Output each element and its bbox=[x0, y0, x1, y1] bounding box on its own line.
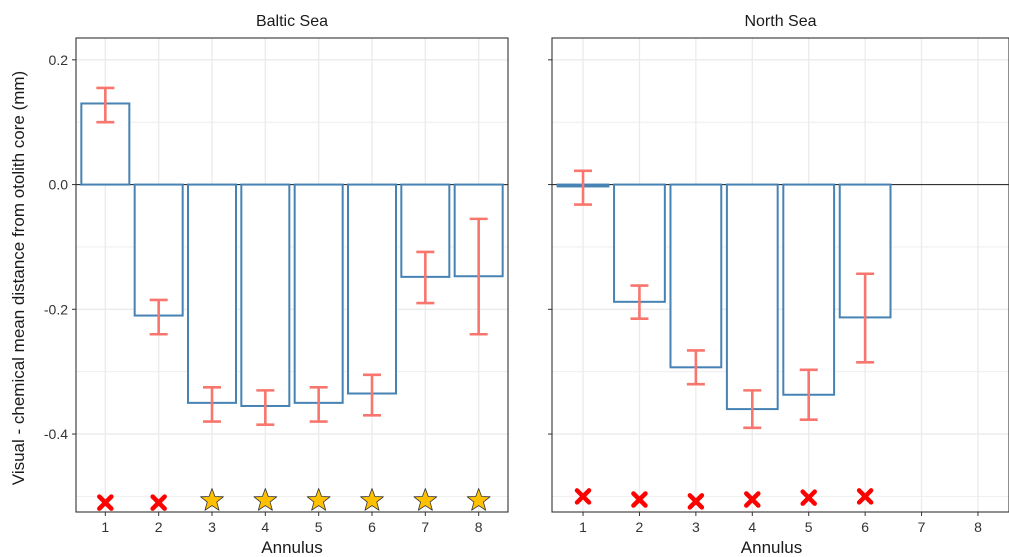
star-marker-5 bbox=[306, 488, 331, 511]
x-tick-label: 7 bbox=[421, 519, 429, 535]
cross-stroke bbox=[574, 488, 592, 505]
error-bar-1 bbox=[574, 169, 593, 206]
star-marker-8 bbox=[466, 488, 491, 511]
y-tick-label: -0.2 bbox=[44, 301, 68, 317]
bar-4 bbox=[725, 183, 779, 411]
bar-5 bbox=[293, 183, 344, 404]
y-tick-label: 0.0 bbox=[49, 177, 69, 193]
panel-title: Baltic Sea bbox=[256, 13, 328, 30]
error-bar-5 bbox=[799, 368, 818, 421]
error-bar-2 bbox=[630, 284, 649, 320]
cross-stroke bbox=[744, 491, 761, 508]
error-bar-4 bbox=[256, 389, 275, 426]
panel-border bbox=[75, 37, 509, 513]
x-tick-label: 1 bbox=[579, 519, 587, 535]
bar-3 bbox=[187, 183, 237, 404]
cross-marker-2 bbox=[150, 494, 167, 511]
error-bar-2 bbox=[149, 298, 168, 336]
y-axis-label: Visual - chemical mean distance from oto… bbox=[9, 71, 28, 485]
x-tick-label: 8 bbox=[974, 519, 982, 535]
error-bar-5 bbox=[309, 385, 328, 423]
star-marker-6 bbox=[360, 488, 384, 511]
error-bar-1 bbox=[96, 86, 115, 124]
star-marker-4 bbox=[253, 488, 278, 511]
x-tick-label: 2 bbox=[636, 519, 644, 535]
cross-marker-2 bbox=[631, 491, 648, 508]
star-marker-3 bbox=[200, 488, 224, 511]
error-bar-6 bbox=[363, 373, 381, 417]
bar-3 bbox=[669, 183, 723, 369]
x-tick-label: 5 bbox=[315, 519, 323, 535]
panel-1: North Sea 1 2 3 4 5 6 7 8 Annulus bbox=[548, 13, 1009, 557]
bar-2 bbox=[133, 183, 184, 317]
cross-stroke bbox=[856, 488, 874, 505]
x-tick-label: 6 bbox=[368, 519, 376, 535]
x-tick-label: 5 bbox=[805, 519, 813, 535]
error-bar-6 bbox=[856, 272, 875, 364]
cross-stroke bbox=[687, 493, 705, 510]
y-tick-label: -0.4 bbox=[44, 426, 68, 442]
bar-4 bbox=[240, 183, 291, 407]
x-tick-label: 4 bbox=[748, 519, 756, 535]
cross-marker-4 bbox=[744, 491, 761, 508]
cross-marker-1 bbox=[574, 488, 592, 505]
x-tick-label: 1 bbox=[101, 519, 109, 535]
cross-stroke bbox=[800, 489, 817, 506]
cross-marker-1 bbox=[97, 494, 114, 511]
bar-2 bbox=[613, 183, 666, 303]
cross-marker-5 bbox=[800, 489, 817, 506]
cross-stroke bbox=[631, 491, 648, 508]
bar-6 bbox=[347, 183, 397, 395]
cross-stroke bbox=[150, 494, 167, 511]
x-tick-label: 2 bbox=[155, 519, 163, 535]
x-tick-label: 8 bbox=[475, 519, 483, 535]
panel-0: Baltic Sea 0.2 0.0 -0.2 -0.4 1 2 3 4 5 6 7 8 Annulus bbox=[44, 13, 509, 557]
x-tick-label: 3 bbox=[692, 519, 700, 535]
x-tick-label: 4 bbox=[261, 519, 269, 535]
error-bar-3 bbox=[686, 349, 705, 386]
bar-5 bbox=[782, 183, 836, 396]
x-axis-label: Annulus bbox=[261, 538, 322, 557]
error-bar-8 bbox=[469, 217, 488, 336]
cross-marker-3 bbox=[687, 493, 705, 510]
error-bar-7 bbox=[416, 250, 435, 305]
cross-marker-6 bbox=[856, 488, 874, 505]
y-tick-label: 0.2 bbox=[49, 52, 69, 68]
error-bar-4 bbox=[743, 389, 762, 430]
x-tick-label: 7 bbox=[918, 519, 926, 535]
x-tick-label: 6 bbox=[861, 519, 869, 535]
x-axis-label: Annulus bbox=[741, 538, 802, 557]
cross-stroke bbox=[97, 494, 114, 511]
panel-border bbox=[551, 37, 1009, 513]
x-tick-label: 3 bbox=[208, 519, 216, 535]
panel-title: North Sea bbox=[744, 13, 816, 30]
star-marker-7 bbox=[413, 488, 438, 511]
error-bar-3 bbox=[203, 385, 221, 423]
